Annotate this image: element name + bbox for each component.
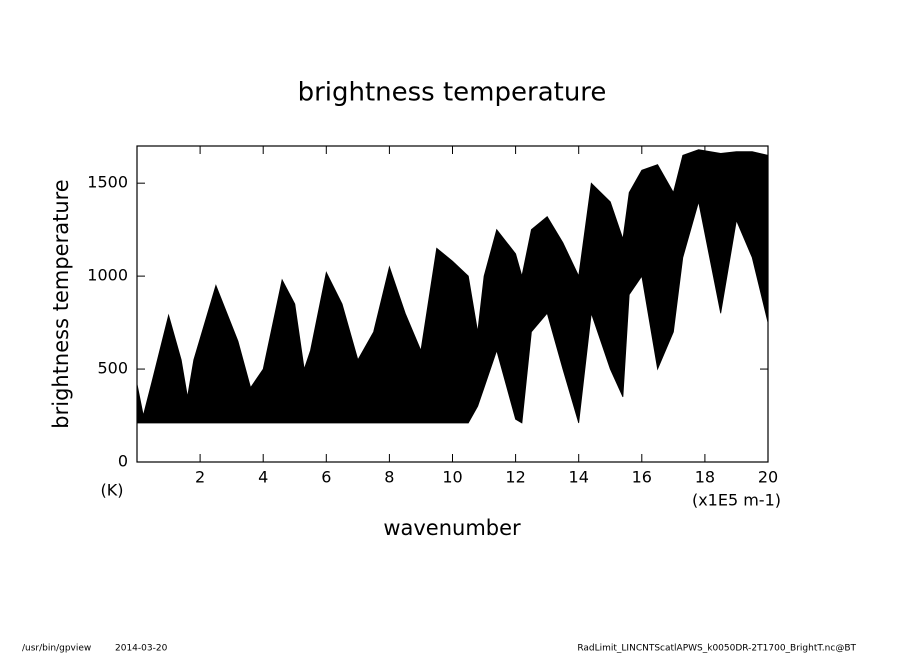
- x-tick-label: 20: [758, 468, 778, 487]
- spectrum-band: [136, 149, 769, 424]
- x-tick-label: 12: [505, 468, 525, 487]
- footer-date: 2014-03-20: [115, 644, 168, 654]
- x-tick-label: 4: [258, 468, 268, 487]
- chart-title: brightness temperature: [298, 78, 607, 108]
- y-axis-unit: (K): [101, 481, 124, 500]
- footer-program: /usr/bin/gpview: [22, 644, 91, 654]
- x-axis-label: wavenumber: [383, 516, 521, 540]
- x-tick-label: 10: [442, 468, 462, 487]
- footer-file: RadLimit_LINCNTScatlAPWS_k0050DR-2T1700_…: [577, 644, 856, 654]
- x-tick-label: 6: [321, 468, 331, 487]
- y-axis-label: brightness temperature: [49, 179, 73, 428]
- y-tick-label: 1000: [87, 266, 128, 285]
- y-tick-label: 1500: [87, 173, 128, 192]
- x-tick-label: 8: [384, 468, 394, 487]
- x-tick-label: 14: [569, 468, 589, 487]
- x-tick-label: 2: [195, 468, 205, 487]
- y-tick-label: 0: [118, 452, 128, 471]
- x-tick-label: 16: [632, 468, 652, 487]
- y-tick-label: 500: [97, 359, 128, 378]
- x-tick-label: 18: [695, 468, 715, 487]
- x-axis-unit: (x1E5 m-1): [692, 491, 781, 510]
